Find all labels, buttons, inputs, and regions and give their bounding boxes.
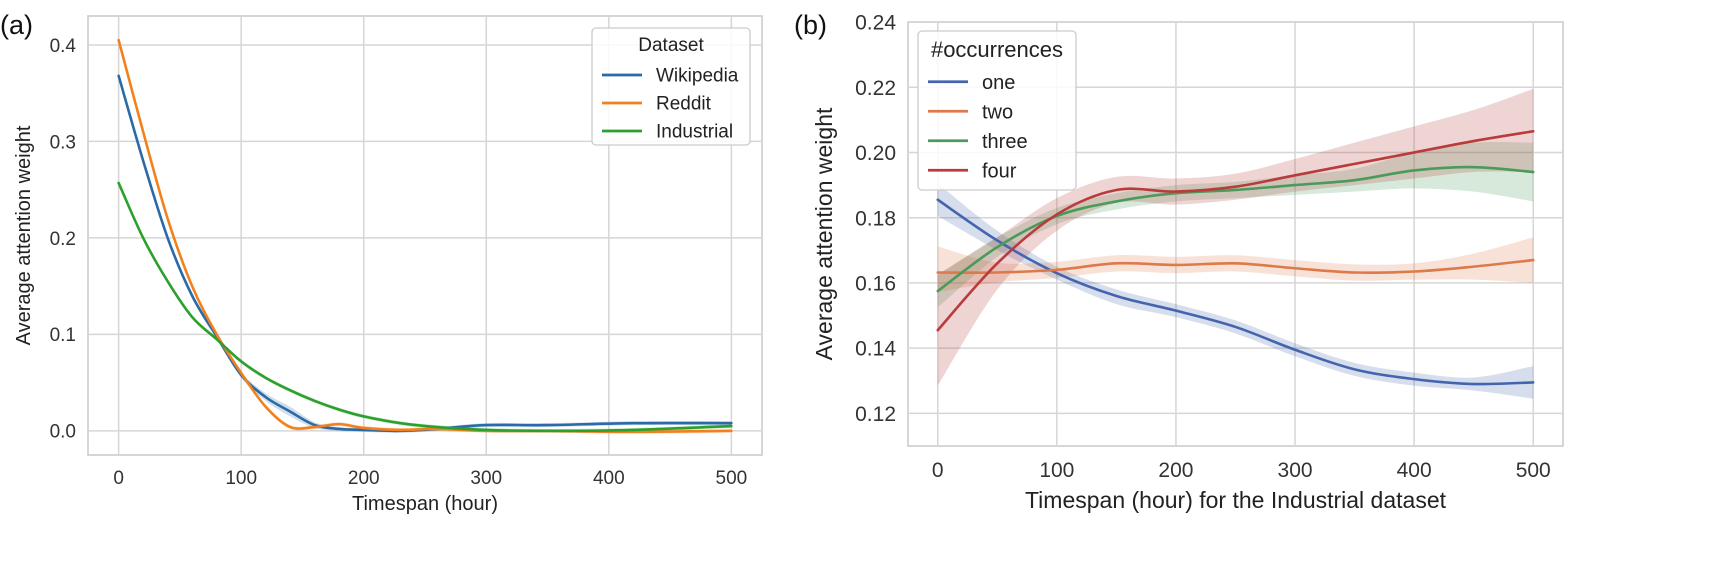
legend-title: #occurrences: [931, 37, 1063, 62]
legend-entry-reddit: Reddit: [656, 94, 712, 115]
legend-entry-industrial: Industrial: [656, 122, 733, 143]
y-tick-label: 0.4: [50, 36, 77, 57]
legend: #occurrences one two three four: [917, 30, 1077, 191]
legend-box: [591, 27, 751, 146]
x-tick-label: 300: [1278, 459, 1313, 482]
legend-entry-three: three: [982, 131, 1028, 153]
y-axis-label: Average attention weight: [13, 125, 35, 345]
x-tick-label: 0: [113, 468, 124, 489]
x-tick-label: 400: [1397, 459, 1432, 482]
x-tick-label: 100: [225, 468, 257, 489]
panel-label: (b): [794, 10, 827, 40]
legend-title: Dataset: [638, 35, 704, 56]
legend: Dataset Wikipedia Reddit Industrial: [591, 27, 751, 146]
series-group: [117, 38, 733, 434]
series-line-four: [936, 129, 1535, 332]
x-axis-label: Timespan (hour) for the Industrial datas…: [1025, 487, 1447, 513]
y-axis-label: Average attention weight: [811, 107, 837, 360]
y-tick-label: 0.1: [50, 325, 76, 346]
y-tick-label: 0.2: [50, 229, 76, 250]
x-tick-label: 300: [470, 468, 502, 489]
panel-label: (a): [0, 10, 33, 40]
series-line-one: [936, 198, 1535, 386]
y-tick-label: 0.24: [855, 12, 896, 35]
x-tick-label: 100: [1039, 459, 1074, 482]
x-tick-label: 500: [716, 468, 748, 489]
legend-entry-wikipedia: Wikipedia: [656, 66, 739, 87]
series-line-wikipedia: [117, 74, 733, 433]
y-tick-label: 0.14: [855, 338, 896, 361]
series-line-two: [936, 258, 1535, 275]
x-axis-label: Timespan (hour): [352, 493, 498, 515]
series-line-three: [936, 165, 1535, 293]
x-tick-label: 400: [593, 468, 625, 489]
y-tick-label: 0.0: [50, 422, 76, 443]
x-tick-label: 200: [1158, 459, 1193, 482]
legend-entry-one: one: [982, 72, 1015, 94]
chart-panel-a: 0 100 200 300 400 500 0.0 0.1 0.2 0.3 0.4 Timespan …: [0, 10, 763, 515]
x-tick-label: 200: [348, 468, 380, 489]
confidence-band-two: [937, 237, 1534, 293]
chart-panel-b: 0 100 200 300 400 500 0.12 0.14 0.16 0.18 0.20 0.22…: [794, 10, 1564, 513]
legend-entry-two: two: [982, 101, 1013, 123]
y-tick-label: 0.16: [855, 272, 896, 295]
y-tick-label: 0.18: [855, 207, 896, 230]
series-group: [936, 88, 1535, 399]
y-tick-label: 0.12: [855, 403, 896, 426]
y-tick-label: 0.20: [855, 142, 896, 165]
series-line-industrial: [117, 181, 733, 433]
confidence-band-three: [937, 141, 1534, 308]
y-tick-label: 0.3: [50, 132, 76, 153]
x-tick-label: 0: [932, 459, 944, 482]
confidence-band-four: [937, 88, 1534, 386]
x-tick-label: 500: [1516, 459, 1551, 482]
y-tick-label: 0.22: [855, 77, 896, 100]
legend-box: [917, 30, 1077, 191]
legend-entry-four: four: [982, 160, 1017, 182]
